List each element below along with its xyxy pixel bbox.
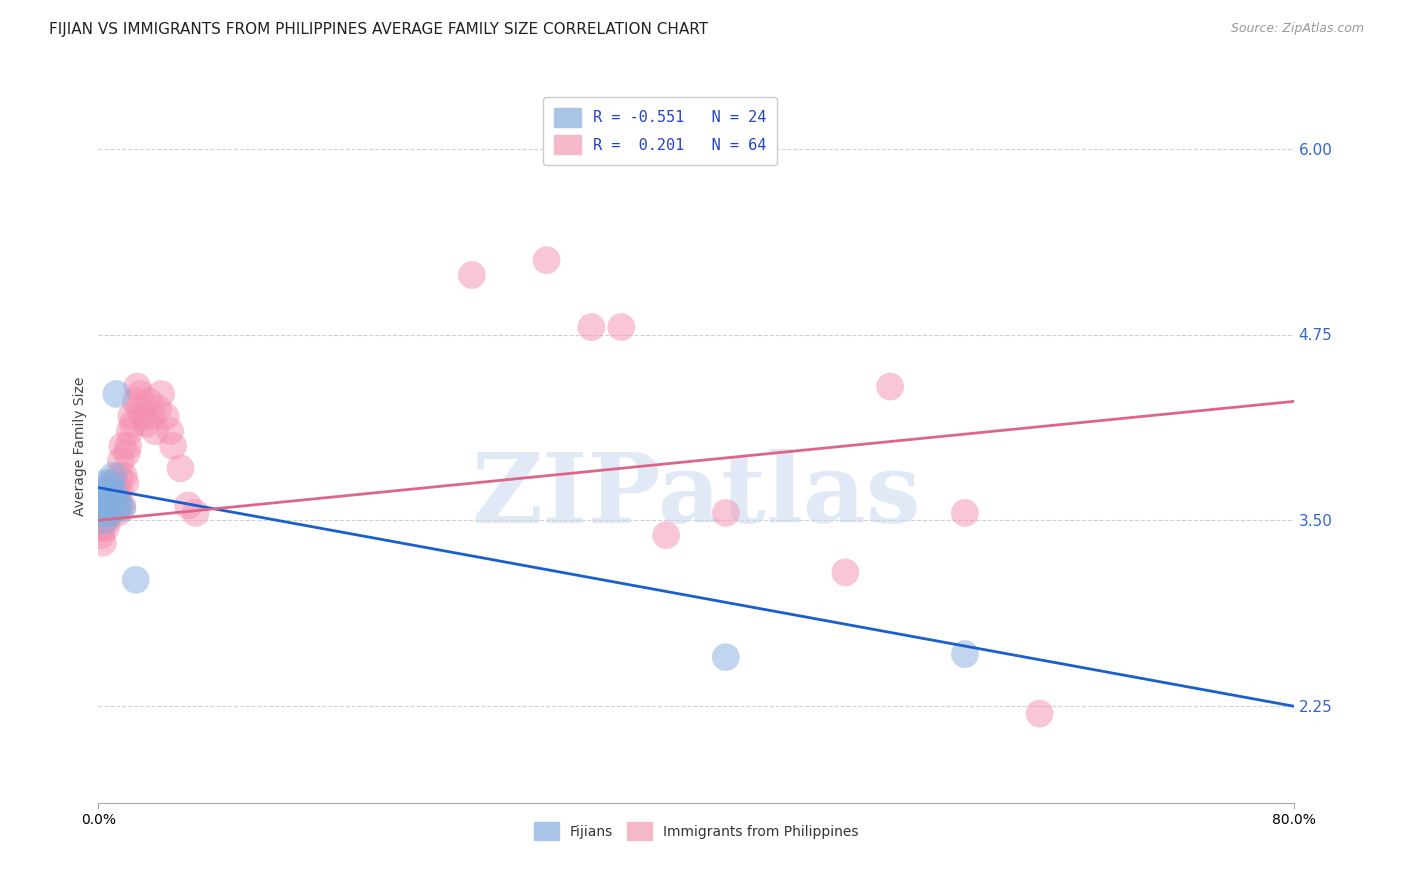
Point [1028, 706, 1050, 721]
Point [105, 499, 128, 513]
Point [96, 513, 118, 527]
Point [91, 499, 114, 513]
Point [96, 491, 118, 505]
Point [112, 468, 135, 483]
Point [879, 379, 901, 393]
Point [89, 513, 111, 527]
Point [150, 387, 173, 401]
Point [581, 320, 603, 334]
Point [93, 513, 115, 527]
Point [94, 483, 117, 498]
Point [89, 506, 111, 520]
Point [103, 499, 125, 513]
Point [127, 379, 149, 393]
Point [107, 506, 129, 520]
Point [834, 566, 856, 580]
Point [93, 499, 115, 513]
Point [108, 468, 131, 483]
Point [138, 394, 160, 409]
Point [98, 499, 122, 513]
Point [103, 483, 125, 498]
Point [117, 439, 139, 453]
Point [610, 320, 633, 334]
Point [461, 268, 484, 282]
Point [953, 506, 976, 520]
Point [141, 409, 163, 424]
Point [103, 468, 125, 483]
Point [115, 446, 138, 460]
Point [135, 417, 157, 431]
Point [536, 253, 558, 268]
Point [177, 499, 200, 513]
Point [148, 401, 170, 416]
Point [97, 506, 120, 520]
Point [91, 506, 114, 520]
Point [125, 394, 148, 409]
Legend: R = -0.551   N = 24, R =  0.201   N = 64: R = -0.551 N = 24, R = 0.201 N = 64 [543, 97, 778, 165]
Point [111, 501, 134, 516]
Point [90, 491, 112, 505]
Point [96, 506, 118, 520]
Point [108, 483, 131, 498]
Point [121, 417, 143, 431]
Point [129, 387, 152, 401]
Point [97, 483, 120, 498]
Point [101, 491, 124, 505]
Point [118, 424, 141, 438]
Point [98, 506, 122, 520]
Point [120, 409, 142, 424]
Y-axis label: Average Family Size: Average Family Size [73, 376, 87, 516]
Point [125, 573, 148, 587]
Point [143, 424, 166, 438]
Point [714, 506, 737, 520]
Point [104, 491, 127, 505]
Point [169, 461, 191, 475]
Text: ZIPatlas: ZIPatlas [471, 449, 921, 543]
Text: Source: ZipAtlas.com: Source: ZipAtlas.com [1230, 22, 1364, 36]
Point [93, 513, 115, 527]
Point [111, 439, 134, 453]
Point [90, 521, 112, 535]
Point [132, 409, 155, 424]
Point [159, 424, 181, 438]
Point [91, 535, 114, 549]
Point [97, 483, 120, 498]
Point [107, 499, 129, 513]
Point [128, 401, 150, 416]
Point [105, 387, 128, 401]
Point [655, 528, 678, 542]
Point [96, 491, 118, 505]
Point [155, 409, 177, 424]
Point [94, 521, 117, 535]
Point [184, 506, 207, 520]
Point [103, 483, 125, 498]
Point [107, 491, 129, 505]
Point [93, 476, 115, 491]
Point [101, 499, 124, 513]
Point [108, 499, 131, 513]
Point [101, 499, 124, 513]
Point [90, 528, 112, 542]
Point [94, 499, 117, 513]
Point [104, 476, 127, 491]
Point [94, 506, 117, 520]
Point [110, 454, 132, 468]
Point [98, 476, 122, 491]
Point [104, 491, 127, 505]
Point [114, 476, 136, 491]
Point [714, 650, 737, 665]
Point [111, 499, 134, 513]
Point [105, 483, 128, 498]
Point [162, 439, 184, 453]
Point [98, 506, 122, 520]
Text: FIJIAN VS IMMIGRANTS FROM PHILIPPINES AVERAGE FAMILY SIZE CORRELATION CHART: FIJIAN VS IMMIGRANTS FROM PHILIPPINES AV… [49, 22, 709, 37]
Point [97, 499, 120, 513]
Point [953, 647, 976, 661]
